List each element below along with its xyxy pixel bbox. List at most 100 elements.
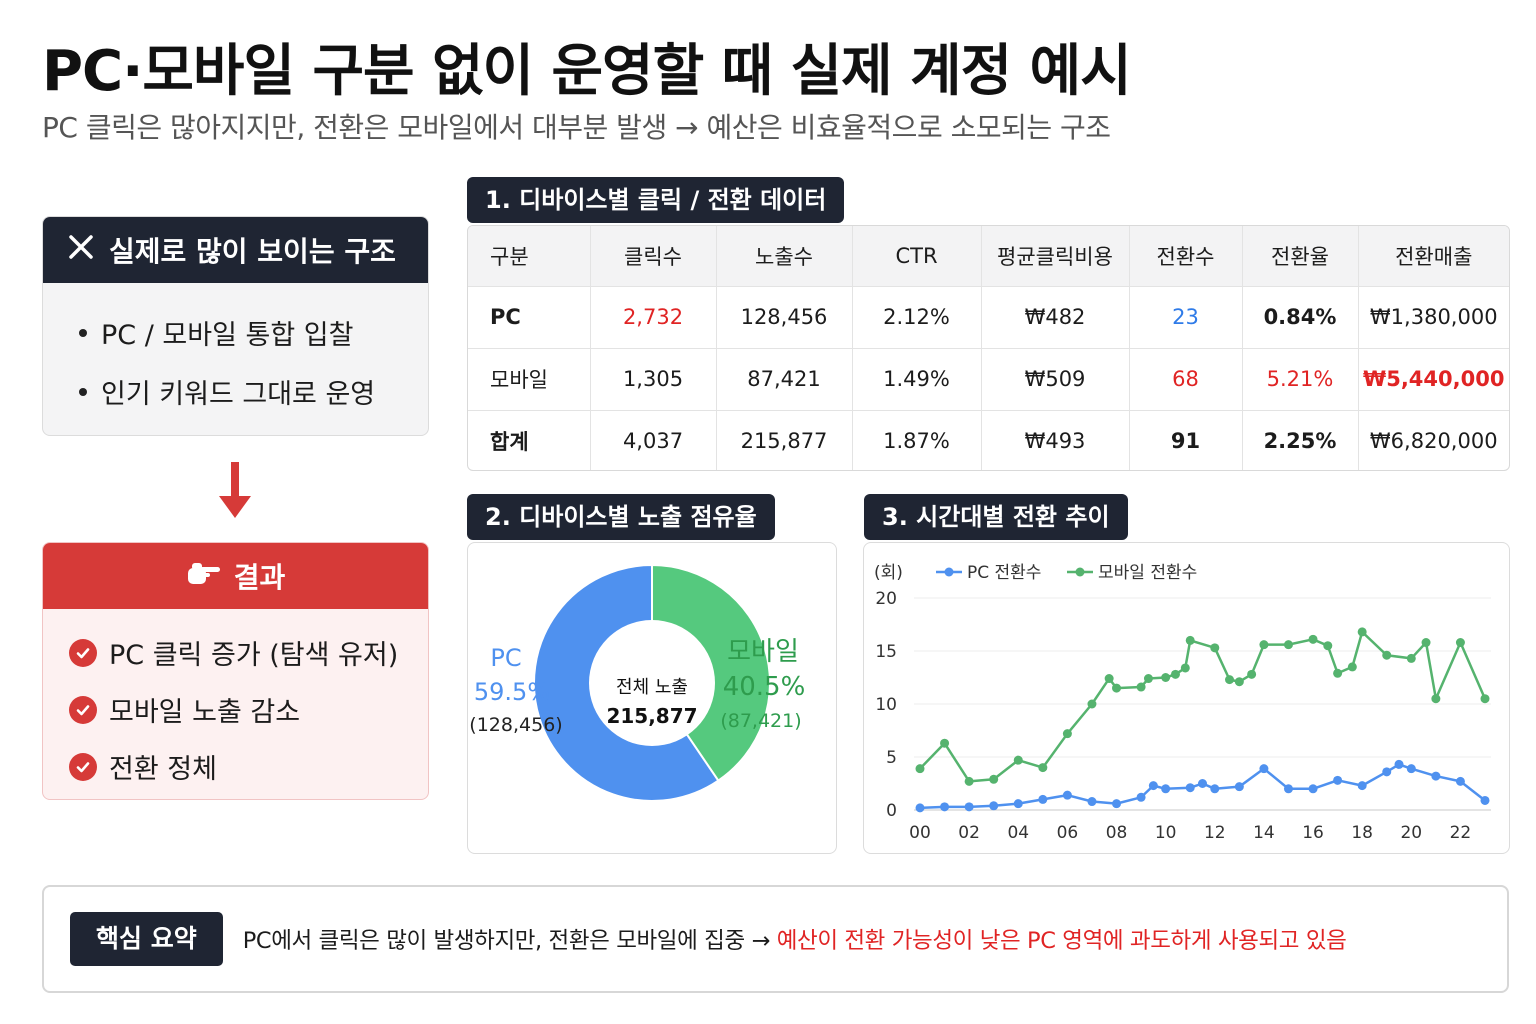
donut-panel: 전체 노출 215,877 PC 59.5% (128,456) 모바일 40.… [467,542,837,854]
data-point-mobile [1185,635,1195,645]
table-cell: 1,305 [590,348,717,411]
table-cell: 128,456 [716,286,853,349]
table-cell: ₩509 [981,348,1130,411]
structure-box: 실제로 많이 보이는 구조 PC / 모바일 통합 입찰 인기 키워드 그대로 … [42,216,429,436]
check-icon [69,752,97,781]
x-tick-label: 00 [909,823,931,843]
data-point-mobile [1455,638,1465,648]
x-tick-label: 12 [1204,823,1226,843]
table-cell: 합계 [468,410,591,470]
table-cell: 모바일 [468,348,591,411]
data-point-pc [915,803,925,813]
data-point-mobile [1323,641,1333,651]
data-point-pc [1013,799,1023,809]
table-header-cell: CTR [852,226,982,287]
data-point-mobile [1333,668,1343,678]
data-point-pc [1382,767,1392,777]
data-point-mobile [1308,634,1318,644]
legend-mobile-label: 모바일 전환수 [1098,563,1197,583]
data-point-mobile [1062,729,1072,739]
table-row: 모바일 1,305 87,421 1.49% ₩509 68 5.21% ₩5,… [468,348,1509,411]
data-point-pc [1062,790,1072,800]
data-point-pc [1406,764,1416,774]
table-cell: PC [468,286,591,349]
arrow-down-icon [219,462,251,524]
legend-pc-marker [944,567,954,577]
result-box-title: 결과 [233,561,286,594]
data-point-mobile [1234,677,1244,687]
mobile-slice-name: 모바일 [727,637,799,667]
table-header-row: 구분 클릭수 노출수 CTR 평균클릭비용 전환수 전환율 전환매출 [468,226,1509,287]
table-cell: ₩493 [981,410,1130,470]
x-icon [67,233,95,268]
table-cell: 1.87% [852,410,982,470]
data-point-pc [1283,784,1293,794]
y-axis-label: (회) [874,563,903,583]
mobile-slice-percent: 40.5% [723,672,806,702]
table-cell: ₩5,440,000 [1358,348,1509,411]
table-cell: 23 [1129,286,1243,349]
structure-box-header: 실제로 많이 보이는 구조 [43,217,428,283]
data-point-mobile [1382,650,1392,660]
list-item: 전환 정체 [69,747,428,786]
data-point-pc [1112,799,1122,809]
table-header-cell: 평균클릭비용 [981,226,1130,287]
table-header-cell: 전환수 [1129,226,1243,287]
x-tick-label: 14 [1253,823,1275,843]
table-cell: ₩482 [981,286,1130,349]
table-header-cell: 클릭수 [590,226,717,287]
data-point-mobile [1431,694,1441,704]
table-row: 합계 4,037 215,877 1.87% ₩493 91 2.25% ₩6,… [468,410,1509,470]
table-cell: 5.21% [1242,348,1359,411]
data-point-mobile [1357,627,1367,637]
data-point-pc [1308,784,1318,794]
result-box-header: 결과 [43,543,428,609]
check-icon [69,695,97,724]
table-header-cell: 전환율 [1242,226,1359,287]
x-tick-label: 16 [1302,823,1324,843]
summary-tag: 핵심 요약 [70,912,223,966]
data-point-mobile [1480,694,1490,704]
legend: PC 전환수 모바일 전환수 [936,563,1197,583]
data-point-mobile [915,764,925,774]
data-point-pc [1210,784,1220,794]
data-point-pc [989,801,999,811]
donut-center-label: 전체 노출 [616,677,688,698]
data-point-mobile [1013,755,1023,765]
table-header-cell: 노출수 [716,226,853,287]
table-row: PC 2,732 128,456 2.12% ₩482 23 0.84% ₩1,… [468,286,1509,349]
data-point-pc [1234,782,1244,792]
data-point-pc [1455,776,1465,786]
data-point-pc [1161,784,1171,794]
data-point-mobile [940,738,950,748]
x-tick-label: 18 [1351,823,1373,843]
table-cell: 4,037 [590,410,717,470]
y-tick-label: 5 [886,748,897,768]
check-icon [69,638,97,667]
data-point-pc [1185,783,1195,793]
data-point-pc [940,802,950,812]
y-tick-label: 20 [875,589,897,609]
data-point-pc [1136,792,1146,802]
data-point-mobile [1347,662,1357,672]
summary-highlight: 예산이 전환 가능성이 낮은 PC 영역에 과도하게 사용되고 있음 [776,928,1347,954]
line-panel: (회) PC 전환수 모바일 전환수 0 5 10 15 20 00 02 04 06 08 10 1… [863,542,1510,854]
structure-box-title: 실제로 많이 보이는 구조 [109,235,396,268]
list-item: 인기 키워드 그대로 운영 [79,372,428,411]
table-section-title: 1. 디바이스별 클릭 / 전환 데이터 [467,177,845,223]
donut-chart: 전체 노출 215,877 PC 59.5% (128,456) 모바일 40.… [469,563,806,802]
pc-slice-name: PC [490,644,521,672]
data-point-mobile [1180,663,1190,673]
data-point-pc [1087,797,1097,807]
pc-slice-percent: 59.5% [474,678,550,706]
data-point-mobile [1038,763,1048,773]
data-point-pc [1038,794,1048,804]
series-line-mobile [919,630,1487,783]
x-tick-label: 22 [1450,823,1472,843]
summary-main-text: PC에서 클릭은 많이 발생하지만, 전환은 모바일에 집중 → [242,928,777,954]
data-point-pc [1333,775,1343,785]
table-cell: 91 [1129,410,1243,470]
list-item: PC / 모바일 통합 입찰 [79,313,428,352]
table-header-cell: 구분 [468,226,591,287]
legend-mobile-marker [1075,567,1085,577]
